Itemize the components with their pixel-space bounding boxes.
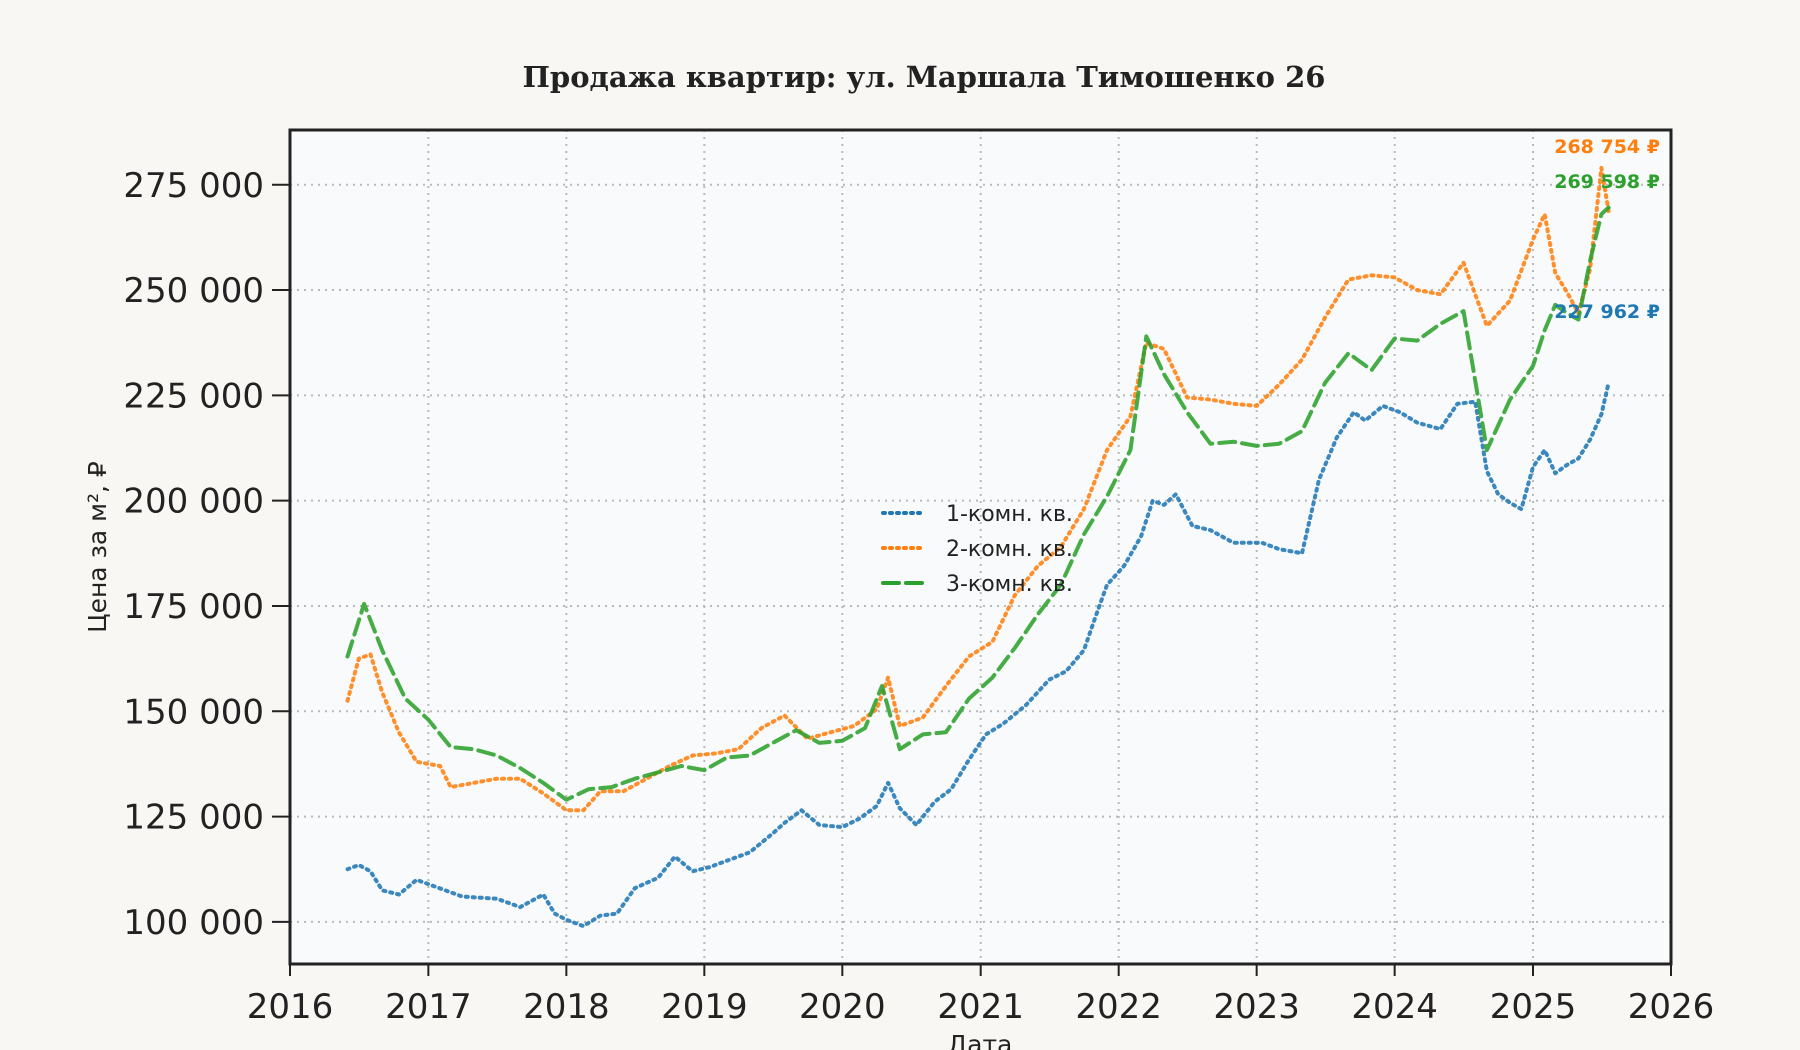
x-axis: 2016 2017 2018 2019 2020 2021 2022 2023 2024 2025… [247,964,1715,1027]
y-tick-label: 250 000 [123,271,264,311]
x-tick-label: 2025 [1490,987,1577,1027]
end-labels: 227 962 ₽ 268 754 ₽ 269 598 ₽ [1554,136,1660,323]
x-tick-label: 2018 [523,987,610,1027]
x-tick-label: 2016 [247,987,334,1027]
series-line-2 [345,165,1611,813]
x-axis-label: Дата [948,1030,1013,1050]
legend-label: 2-комн. кв. [946,537,1073,562]
y-tick-label: 175 000 [123,587,264,627]
y-tick-label: 100 000 [123,903,264,943]
x-tick-label: 2023 [1213,987,1300,1027]
y-axis-label: Цена за м², ₽ [83,461,112,633]
y-tick-label: 150 000 [123,692,264,732]
x-tick-label: 2017 [385,987,472,1027]
y-tick-label: 125 000 [123,798,264,838]
end-value-label: 227 962 ₽ [1554,301,1660,323]
y-axis: 100 000 125 000 150 000 175 000 200 000 225 0… [123,166,290,943]
series-line-3 [345,205,1611,802]
series-line-1 [345,380,1611,929]
y-tick-label: 200 000 [123,482,264,522]
legend-label: 3-комн. кв. [946,572,1073,597]
x-tick-label: 2020 [799,987,886,1027]
legend: 1-комн. кв. 2-комн. кв. 3-комн. кв. [881,502,1073,597]
chart-title: Продажа квартир: ул. Маршала Тимошенко 2… [523,60,1326,94]
end-value-label: 269 598 ₽ [1554,171,1660,193]
legend-label: 1-комн. кв. [946,502,1073,527]
x-tick-label: 2021 [937,987,1024,1027]
end-value-label: 268 754 ₽ [1554,136,1660,158]
x-tick-label: 2024 [1351,987,1438,1027]
series-layer [345,165,1611,929]
x-tick-label: 2026 [1628,987,1715,1027]
x-tick-label: 2019 [661,987,748,1027]
y-tick-label: 225 000 [123,376,264,416]
y-tick-label: 275 000 [123,166,264,206]
x-tick-label: 2022 [1075,987,1162,1027]
